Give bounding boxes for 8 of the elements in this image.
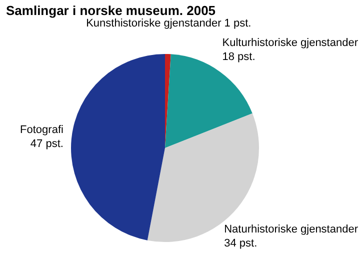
data-label: 34 pst.	[224, 238, 258, 250]
data-label: 18 pst.	[222, 51, 256, 64]
slice-label: Fotografi	[20, 124, 64, 136]
chart-title: Samlingar i norske museum. 2005	[6, 3, 216, 18]
slice-label: Kulturhistoriske gjenstander	[222, 37, 358, 50]
slice-label: Naturhistoriske gjenstander	[224, 224, 358, 236]
slice-label: Kunsthistoriske gjenstander 1 pst.	[86, 18, 252, 30]
data-label: 47 pst.	[30, 138, 64, 150]
